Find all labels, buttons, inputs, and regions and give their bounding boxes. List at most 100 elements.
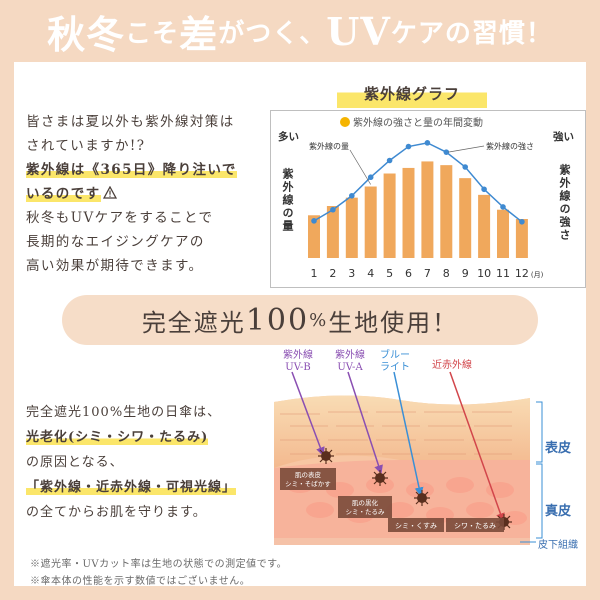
uv-amount-bar <box>440 165 453 258</box>
shading-text: 完全遮光100%生地の日傘は、 光老化(シミ・シワ・たるみ) の原因となる、 「… <box>26 400 281 525</box>
uv-strength-point <box>311 218 317 224</box>
uv-amount-bar <box>497 209 509 258</box>
intro-line-5: 秋冬もUVケアをすることで <box>26 210 214 226</box>
chart-frame <box>270 110 586 288</box>
uva-impact-icon <box>372 470 388 486</box>
uva-arrow <box>347 371 383 475</box>
uvb-label-line-2: UV-B <box>285 362 311 373</box>
effect-box-3: シミ・くすみ <box>388 518 444 532</box>
uv-amount-bar <box>421 161 434 258</box>
uv-amount-bar <box>364 186 377 258</box>
uva-label-line-1: 紫外線 <box>335 350 365 361</box>
effect-box-1-line-1: 肌の表皮 <box>295 470 322 479</box>
intro-line-2: されていますか!? <box>26 138 146 154</box>
uv-chart: 1 2 3 4 5 6 7 8 9 10 11 12 (月)紫外線の量 紫外線の強さ <box>308 140 544 280</box>
title-part-4: がつく、 <box>218 18 327 49</box>
chart-subtitle-text: 紫外線の強さと量の年間変動 <box>353 118 483 129</box>
month-tick-label: 9 <box>462 267 469 280</box>
month-tick-label: 11 <box>496 267 510 280</box>
month-unit-label: (月) <box>531 271 544 279</box>
intro-line-6: 長期的なエイジングケアの <box>26 234 205 250</box>
uv-amount-bar <box>383 173 396 258</box>
bluelight-label: ブルー ライト <box>380 350 410 374</box>
shading-line-5: の全てからお肌を守ります。 <box>26 505 207 520</box>
uv-amount-bar <box>478 194 491 258</box>
uvb-label-line-1: 紫外線 <box>283 350 313 361</box>
month-tick-label: 5 <box>386 267 393 280</box>
uv-amount-bar <box>345 197 358 258</box>
layer-brackets <box>520 401 543 543</box>
bluelight-impact-icon <box>414 490 430 506</box>
intro-line-4: いるのです <box>26 186 101 202</box>
uv-strength-point <box>462 164 469 170</box>
intro-text: 皆さまは夏以外も紫外線対策は されていますか!? 紫外線は《365日》降り注いで… <box>26 110 266 278</box>
uv-strength-point <box>424 140 431 146</box>
uv-strength-point <box>349 192 355 199</box>
epidermis-label: 表皮 <box>545 441 572 456</box>
nir-label: 近赤外線 <box>432 360 472 371</box>
month-tick-label: 1 <box>311 267 318 280</box>
line-series-label: 紫外線の強さ <box>486 141 534 151</box>
bluelight-arrow <box>393 371 424 497</box>
uvb-label: 紫外線 UV-B <box>283 350 313 374</box>
banner-number: 100 <box>245 302 310 338</box>
uv-amount-bar <box>326 206 339 258</box>
chart-left-axis-label: 紫外線の量 <box>281 168 294 233</box>
intro-line-7: 高い効果が期待できます。 <box>26 258 204 274</box>
footnote-2: ※傘本体の性能を示す数値ではございません。 <box>30 576 251 587</box>
effect-box-2-line-2: シミ・たるみ <box>346 508 386 516</box>
shading-line-2: 光老化(シミ・シワ・たるみ) <box>26 430 209 445</box>
uvb-impact-icon <box>318 448 334 464</box>
uv-amount-bar <box>459 178 472 258</box>
uv-strength-line <box>313 142 523 223</box>
chart-subtitle: 紫外線の強さと量の年間変動 <box>340 114 483 129</box>
bar-series-label: 紫外線の量 <box>309 141 349 151</box>
uv-strength-point <box>443 149 450 155</box>
sun-icon <box>340 117 350 127</box>
month-tick-label: 12 <box>515 267 529 280</box>
warning-icon <box>102 185 117 199</box>
month-tick-label: 3 <box>348 267 355 280</box>
banner-prefix: 完全遮光 <box>141 308 246 337</box>
chart-right-axis-label: 紫外線の強さ <box>558 164 571 242</box>
effect-box-4: シワ・たるみ <box>446 518 504 532</box>
subcutaneous-label: 皮下組織 <box>538 540 578 551</box>
chart-heading: 紫外線グラフ <box>337 80 487 108</box>
uv-amount-bar <box>402 167 415 258</box>
bar-label-leader <box>349 149 372 185</box>
title-part-3: 差 <box>179 11 219 57</box>
title-part-2: こそ <box>125 18 180 49</box>
effect-box-1-line-2: シミ・そばかす <box>285 479 331 488</box>
line-label-leader <box>448 145 485 153</box>
uv-strength-point <box>386 157 393 164</box>
title-part-6: ケアの習慣！ <box>390 18 553 49</box>
month-tick-label: 7 <box>424 267 431 280</box>
banner-suffix: 生地使用！ <box>328 308 459 337</box>
bluelight-label-line-1: ブルー <box>380 350 410 361</box>
banner-percent: % <box>309 309 329 331</box>
shading-line-4: 「紫外線・近赤外線・可視光線」 <box>26 480 237 495</box>
shading-line-1: 完全遮光100%生地の日傘は、 <box>26 405 222 420</box>
uva-label: 紫外線 UV-A <box>335 350 365 374</box>
effect-box-2: 肌の黒化 シミ・たるみ <box>338 496 392 518</box>
effect-box-2-line-1: 肌の黒化 <box>352 498 379 507</box>
shading-banner: 完全遮光 100% 生地使用！ <box>62 295 538 345</box>
title-part-5: UV <box>326 8 391 54</box>
bluelight-label-line-2: ライト <box>380 362 410 373</box>
uv-strength-point <box>481 186 487 193</box>
footnote-1: ※遮光率・UVカット率は生地の状態での測定値です。 <box>30 559 288 570</box>
uv-strength-point <box>330 206 336 213</box>
page-title: 秋冬 こそ 差 がつく、 UV ケアの習慣！ <box>0 0 600 62</box>
uv-amount-bar <box>308 215 320 258</box>
uv-strength-point <box>500 204 506 210</box>
dermis-label: 真皮 <box>545 504 572 519</box>
uv-strength-point <box>367 174 374 181</box>
title-part-1: 秋冬 <box>47 11 126 57</box>
effect-box-1: 肌の表皮 シミ・そばかす <box>280 468 336 490</box>
uv-amount-bar <box>515 219 528 258</box>
month-tick-label: 10 <box>477 267 491 280</box>
uv-strength-point <box>405 143 412 150</box>
month-tick-label: 6 <box>405 267 412 280</box>
intro-line-1: 皆さまは夏以外も紫外線対策は <box>26 114 235 130</box>
shading-line-3: の原因となる、 <box>26 455 124 470</box>
